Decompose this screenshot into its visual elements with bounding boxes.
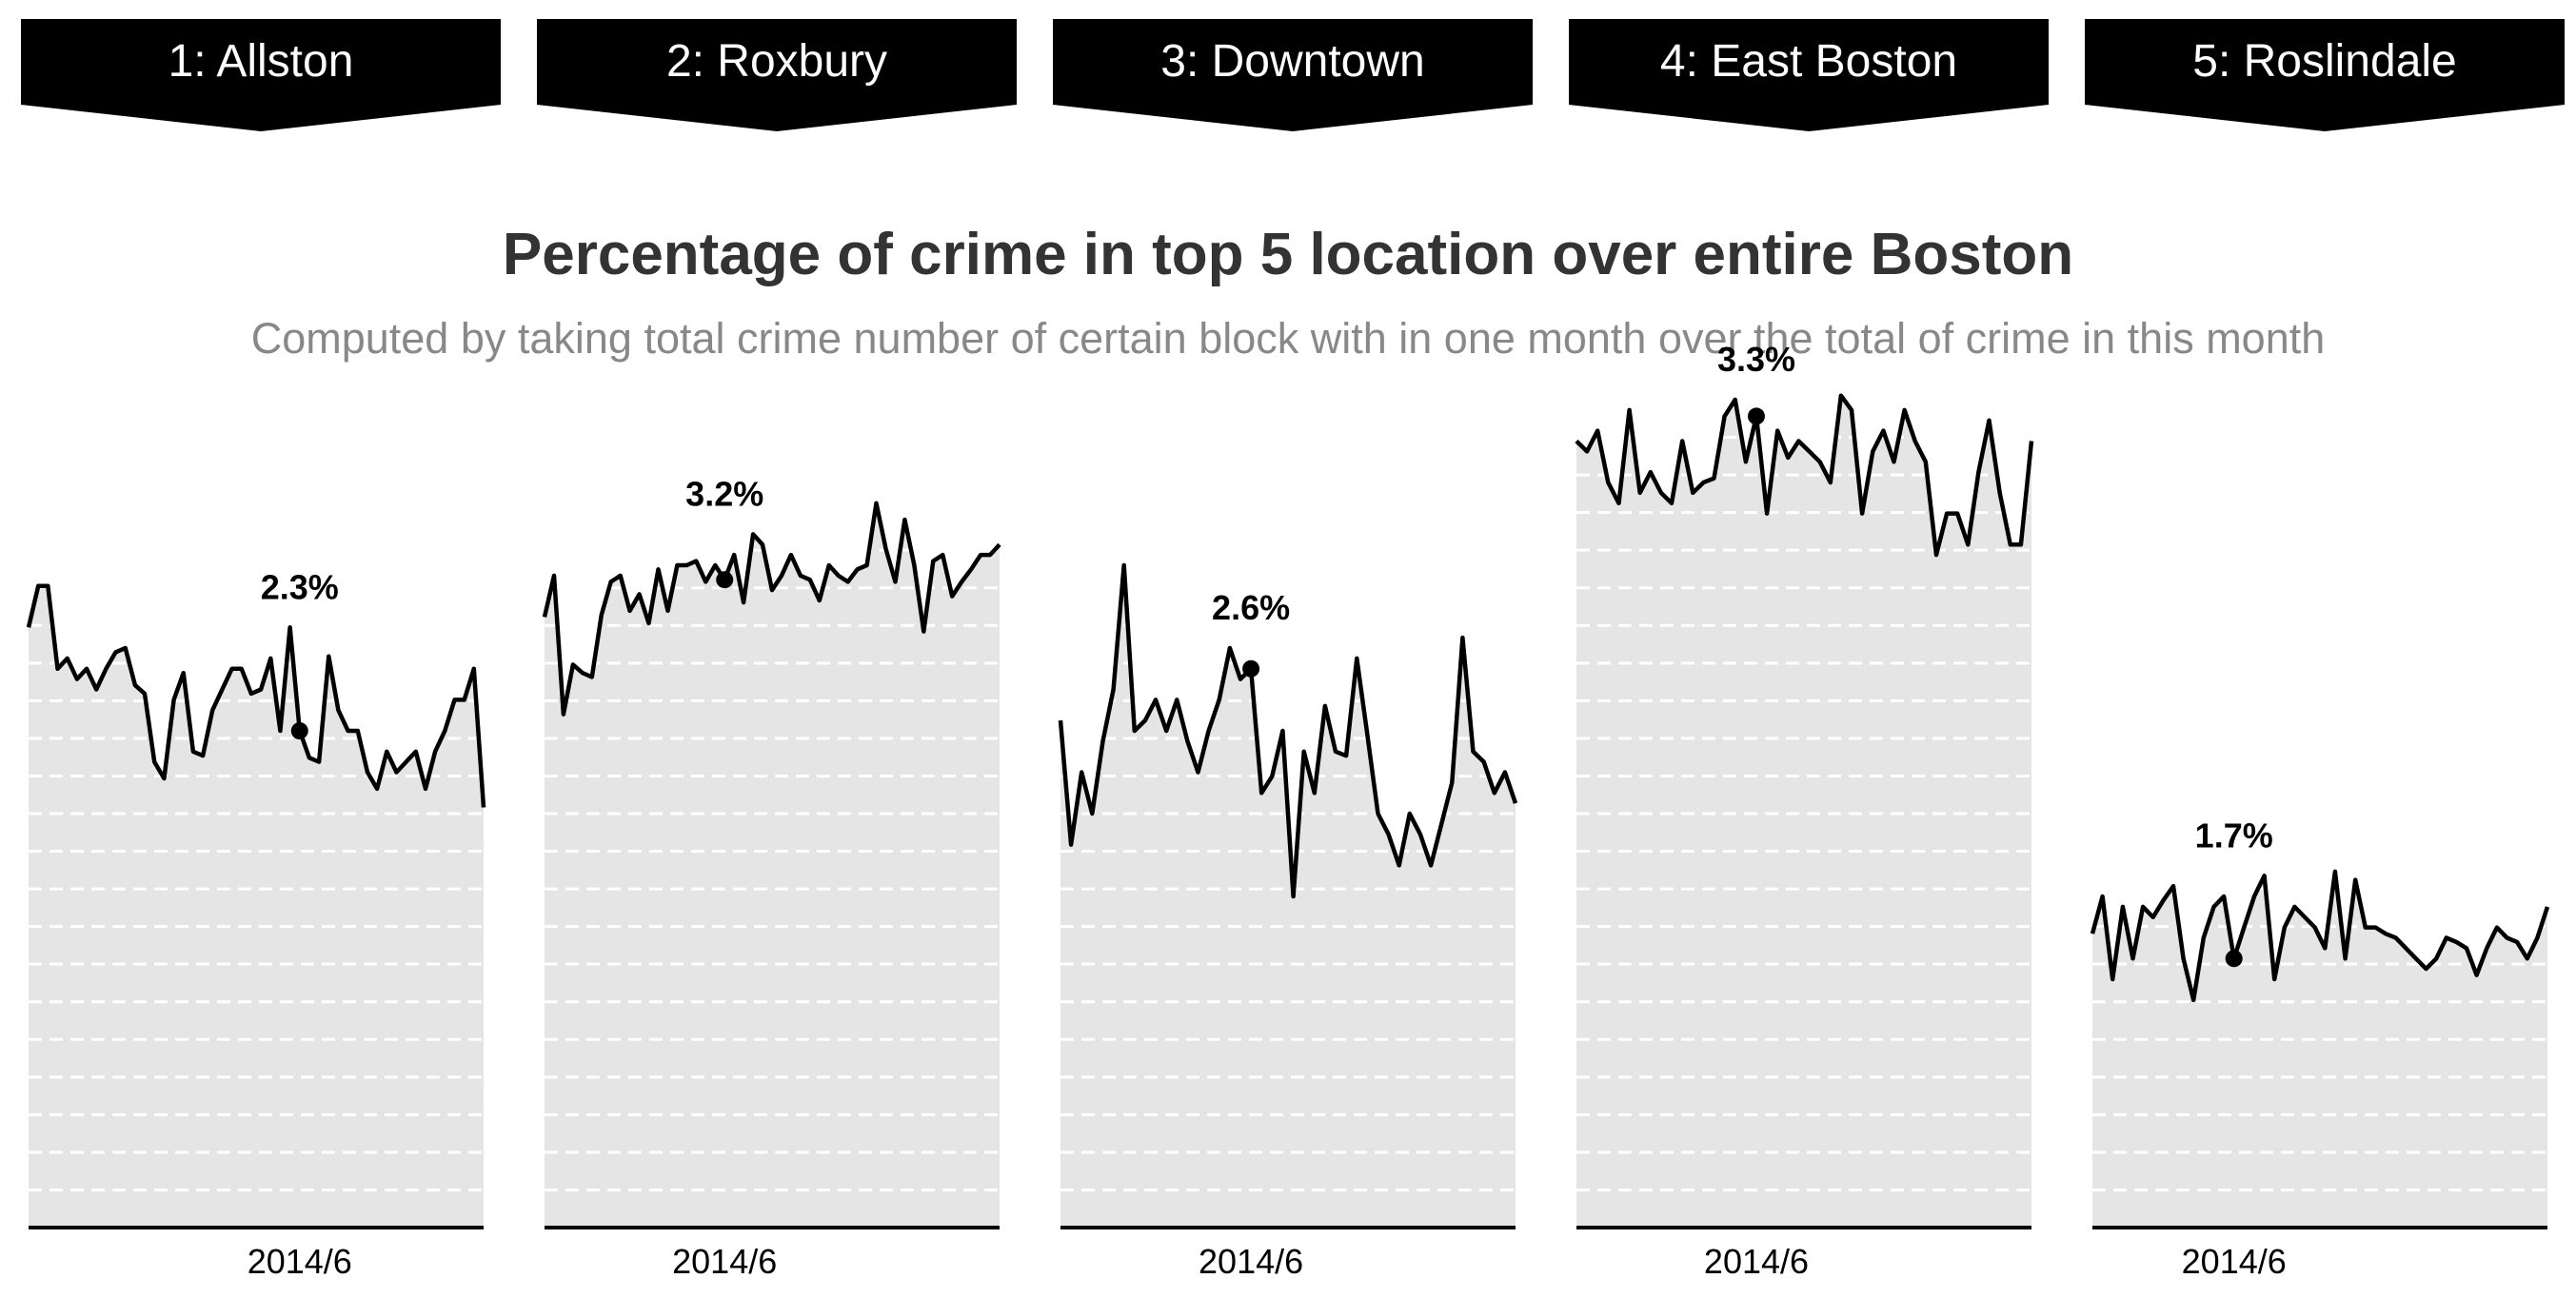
tab-downtown[interactable]: 3: Downtown (1053, 19, 1533, 133)
gridlines (545, 511, 1000, 1191)
chart-panel-1: 2.3% 2014/6 (26, 567, 486, 1281)
x-tick-label: 2014/6 (672, 1242, 777, 1281)
highlight-label: 3.3% (1717, 340, 1795, 379)
area-fill (545, 502, 1000, 1228)
tab-label: 3: Downtown (1160, 36, 1425, 87)
tab-label: 1: Allston (168, 36, 354, 87)
tab-shape (537, 19, 1017, 131)
highlight-point (716, 571, 734, 589)
series-line (2090, 869, 2550, 1003)
chart-subtitle: Computed by taking total crime number of… (250, 314, 2326, 363)
x-tick-label: 2014/6 (1199, 1242, 1303, 1281)
tab-shape (1053, 19, 1533, 131)
area-fill (1576, 395, 2031, 1228)
tab-roslindale[interactable]: 5: Roslindale (2085, 19, 2565, 133)
tab-east-boston[interactable]: 4: East Boston (1569, 19, 2049, 133)
area-fill (1060, 565, 1516, 1228)
location-tabs: 1: Allston 2: Roxbury 3: Downtown 4: Eas… (0, 19, 2576, 133)
chart-panel-5: 1.7% 2014/6 (2090, 816, 2550, 1281)
x-tick-label: 2014/6 (2182, 1242, 2287, 1281)
tab-roxbury[interactable]: 2: Roxbury (537, 19, 1017, 133)
chart-panel-3: 2.6% 2014/6 (1058, 562, 1518, 1281)
tab-label: 4: East Boston (1659, 36, 1958, 87)
highlight-label: 2.3% (261, 567, 339, 606)
series-line (1058, 562, 1518, 899)
highlight-point (1747, 407, 1765, 425)
chart-panel-2: 3.2% 2014/6 (542, 474, 1001, 1281)
highlight-point (2225, 950, 2243, 968)
highlight-label: 2.6% (1212, 588, 1290, 627)
highlight-point (1242, 659, 1260, 678)
area-fill (29, 585, 484, 1228)
tab-label: 5: Roslindale (2192, 36, 2457, 87)
highlight-point (290, 722, 308, 739)
series-line (542, 501, 1001, 717)
tab-label: 2: Roxbury (665, 36, 888, 87)
series-line (26, 583, 486, 808)
chart-title: Percentage of crime in top 5 location ov… (502, 222, 2074, 287)
tab-shape (1569, 19, 2049, 131)
tab-allston[interactable]: 1: Allston (21, 19, 501, 133)
highlight-label: 3.2% (685, 474, 763, 513)
gridlines (1576, 436, 2031, 1191)
area-fill (2092, 871, 2547, 1228)
chart-panel-4: 3.3% 2014/6 (1575, 340, 2034, 1281)
tab-shape (2085, 19, 2565, 131)
series-line (1575, 393, 2034, 558)
x-tick-label: 2014/6 (1704, 1242, 1809, 1281)
highlight-label: 1.7% (2195, 816, 2273, 855)
tab-shape (21, 19, 501, 131)
x-tick-label: 2014/6 (248, 1242, 352, 1281)
